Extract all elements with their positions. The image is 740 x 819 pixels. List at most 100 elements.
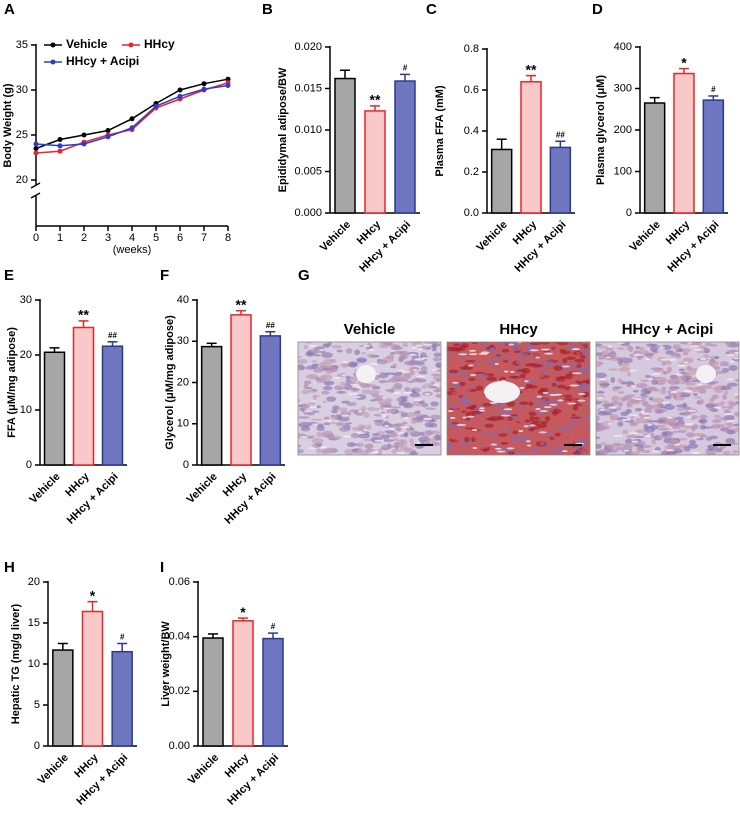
tissue-cell bbox=[596, 420, 599, 426]
tissue-cell bbox=[303, 344, 309, 350]
tissue-cell bbox=[635, 383, 648, 389]
sinusoid bbox=[353, 396, 361, 399]
image-title: Vehicle bbox=[344, 321, 396, 338]
image-title: HHcy bbox=[499, 321, 538, 338]
tissue-cell bbox=[693, 396, 702, 399]
tissue-cell bbox=[298, 448, 304, 454]
tissue-cell bbox=[471, 368, 483, 372]
tissue-cell bbox=[712, 386, 718, 391]
tissue-cell bbox=[560, 350, 571, 355]
tissue-cell bbox=[702, 384, 713, 390]
tissue-cell bbox=[398, 410, 405, 414]
tissue-cell bbox=[617, 421, 624, 427]
sinusoid bbox=[651, 450, 661, 453]
tissue-cell bbox=[421, 385, 428, 389]
sinusoid bbox=[496, 450, 506, 453]
sinusoid bbox=[661, 401, 671, 404]
image-content bbox=[298, 342, 441, 455]
tissue-cell bbox=[435, 434, 441, 441]
sinusoid bbox=[468, 364, 474, 367]
tissue-cell bbox=[460, 399, 472, 405]
tissue-cell bbox=[432, 357, 441, 362]
tissue-cell bbox=[467, 386, 474, 389]
bar bbox=[702, 99, 725, 214]
tissue-cell bbox=[620, 381, 627, 385]
tissue-cell bbox=[715, 370, 727, 374]
tissue-cell bbox=[506, 401, 516, 407]
tissue-cell bbox=[657, 427, 670, 431]
sinusoid bbox=[561, 450, 568, 453]
sinusoid bbox=[370, 451, 380, 454]
tissue-cell bbox=[508, 375, 518, 379]
sinusoid bbox=[677, 364, 687, 367]
tissue-cell bbox=[447, 436, 452, 439]
tissue-cell bbox=[555, 376, 566, 382]
sinusoid bbox=[308, 345, 319, 348]
sinusoid bbox=[713, 406, 723, 409]
tissue-cell bbox=[335, 422, 344, 427]
tissue-cell bbox=[681, 381, 686, 385]
sinusoid bbox=[613, 434, 623, 437]
tissue-cell bbox=[498, 433, 508, 437]
tissue-cell bbox=[447, 445, 456, 449]
tissue-cell bbox=[384, 430, 395, 434]
tissue-cell bbox=[672, 344, 682, 349]
sinusoid bbox=[424, 393, 431, 396]
tissue-cell bbox=[464, 452, 471, 455]
tissue-cell bbox=[639, 346, 645, 352]
point bbox=[81, 141, 87, 147]
sinusoid bbox=[690, 345, 700, 348]
point bbox=[105, 134, 111, 140]
tissue-cell bbox=[649, 425, 659, 430]
sinusoid bbox=[341, 373, 346, 376]
tissue-cell bbox=[723, 409, 731, 414]
tissue-cell bbox=[630, 451, 641, 455]
tissue-cell bbox=[617, 358, 623, 365]
y-tick-label: 0.4 bbox=[464, 125, 479, 137]
tissue-cell bbox=[616, 406, 622, 411]
tissue-cell bbox=[695, 386, 701, 390]
tissue-cell bbox=[616, 347, 625, 350]
tissue-cell bbox=[392, 437, 399, 442]
tissue-cell bbox=[346, 442, 356, 447]
point bbox=[57, 143, 63, 149]
tissue-cell bbox=[334, 385, 345, 391]
tissue-cell bbox=[636, 355, 645, 358]
sinusoid bbox=[526, 444, 532, 447]
sinusoid bbox=[431, 368, 439, 371]
panel-letter: G bbox=[298, 267, 310, 284]
sinusoid bbox=[549, 403, 558, 406]
bar bbox=[43, 351, 66, 466]
tissue-cell bbox=[476, 433, 485, 438]
sinusoid bbox=[648, 378, 654, 381]
tissue-cell bbox=[565, 373, 573, 380]
x-tick-label: Vehicle bbox=[185, 471, 220, 506]
tissue-cell bbox=[617, 378, 623, 383]
tissue-cell bbox=[662, 370, 668, 375]
tissue-cell bbox=[408, 361, 420, 365]
tissue-cell bbox=[418, 431, 425, 437]
bar bbox=[394, 80, 416, 214]
tissue-cell bbox=[356, 357, 368, 363]
tissue-cell bbox=[705, 403, 716, 409]
tissue-cell bbox=[435, 393, 441, 398]
sinusoid bbox=[318, 349, 325, 352]
significance-label: # bbox=[403, 63, 408, 72]
tissue-cell bbox=[409, 366, 419, 372]
tissue-cell bbox=[358, 433, 371, 439]
sinusoid bbox=[525, 440, 531, 443]
tissue-cell bbox=[316, 405, 322, 409]
y-tick-label: 0.2 bbox=[464, 166, 479, 178]
tissue-cell bbox=[539, 441, 545, 446]
sinusoid bbox=[395, 451, 406, 454]
sinusoid bbox=[691, 451, 700, 454]
tissue-cell bbox=[639, 419, 649, 424]
tissue-cell bbox=[702, 426, 714, 429]
sinusoid bbox=[519, 386, 525, 389]
tissue-cell bbox=[366, 407, 377, 412]
series-line bbox=[35, 78, 229, 150]
tissue-cell bbox=[466, 432, 475, 438]
y-tick-label: 0.8 bbox=[464, 43, 479, 55]
tissue-cell bbox=[519, 446, 530, 451]
y-tick-label: 0 bbox=[183, 459, 189, 471]
